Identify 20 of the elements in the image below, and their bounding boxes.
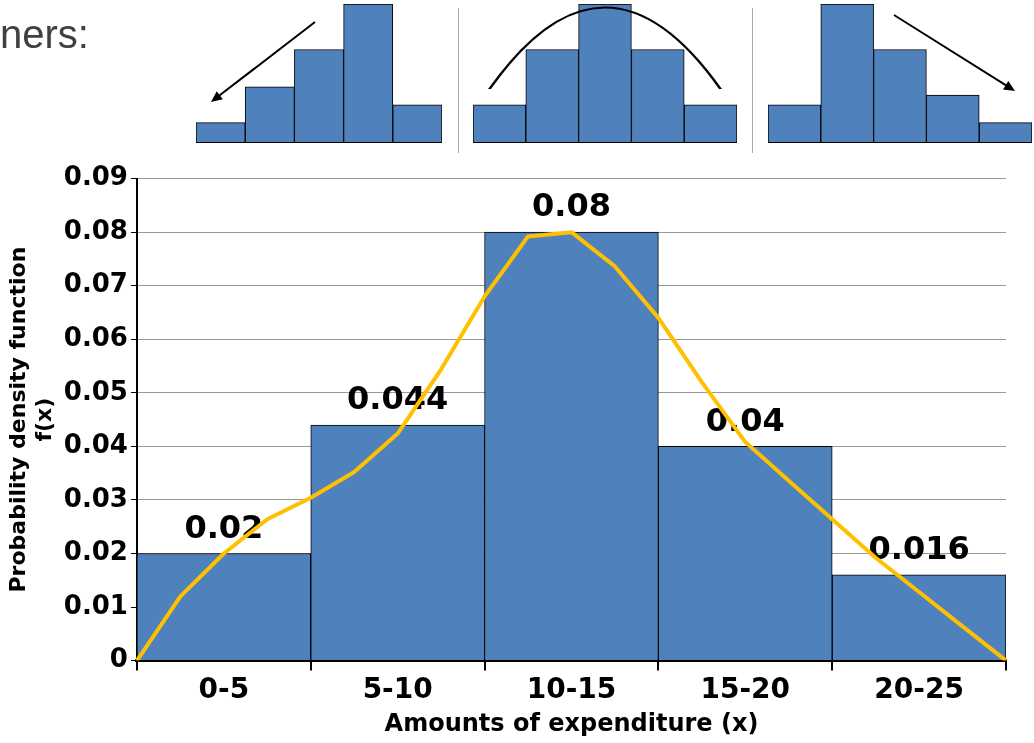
y-tick-label: 0.02 — [63, 536, 128, 567]
y-tick-label: 0 — [109, 643, 128, 674]
x-tick-label: 5-10 — [362, 671, 433, 705]
text: ners: — [0, 12, 89, 57]
x-tick-label: 10-15 — [526, 671, 617, 705]
y-axis-title: Probability density function f(x) — [4, 246, 57, 593]
y-tick-label: 0.01 — [63, 589, 128, 620]
y-tick-label: 0.09 — [63, 161, 128, 192]
x-tick-label: 20-25 — [874, 671, 964, 705]
y-tick-label: 0.03 — [63, 482, 128, 513]
y-tick-label: 0.06 — [63, 322, 128, 353]
x-tick-label: 15-20 — [700, 671, 791, 705]
y-tick-label: 0.05 — [63, 375, 128, 406]
data-label: 0.016 — [868, 529, 970, 568]
y-tick-label: 0.08 — [63, 214, 128, 245]
y-tick-label: 0.07 — [63, 268, 128, 299]
y-tick-label: 0.04 — [63, 429, 128, 460]
data-label: 0.08 — [532, 186, 611, 225]
x-axis-title: Amounts of expenditure (x) — [384, 708, 759, 737]
x-tick-label: 0-5 — [198, 671, 250, 705]
